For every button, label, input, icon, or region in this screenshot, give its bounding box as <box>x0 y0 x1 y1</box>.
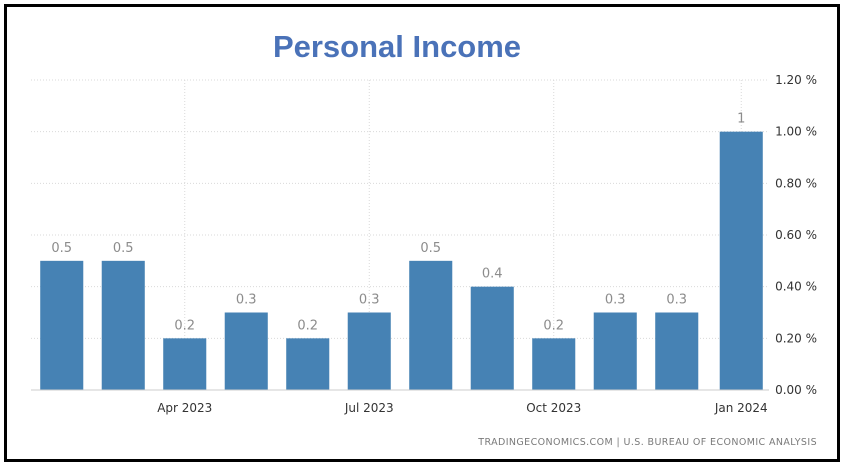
bar <box>593 312 637 390</box>
y-tick-label: 1.20 % <box>775 73 817 87</box>
bar-value-label: 0.5 <box>113 241 134 256</box>
bar-value-label: 0.3 <box>236 293 257 308</box>
x-tick-label: Apr 2023 <box>157 401 212 415</box>
bar <box>163 338 207 390</box>
bar-value-label: 0.5 <box>420 241 441 256</box>
source-credit: TRADINGECONOMICS.COM | U.S. BUREAU OF EC… <box>478 437 817 448</box>
x-tick-label: Oct 2023 <box>526 401 581 415</box>
y-tick-label: 0.40 % <box>775 280 817 294</box>
bar-value-label: 0.3 <box>605 293 626 308</box>
bar <box>719 131 763 390</box>
bar <box>532 338 576 390</box>
y-tick-label: 0.20 % <box>775 331 817 345</box>
bar-value-label: 1 <box>737 112 745 127</box>
bar <box>470 286 514 390</box>
y-tick-label: 0.60 % <box>775 228 817 242</box>
x-tick-label: Jul 2023 <box>344 401 394 415</box>
bar-chart: 0.00 % 0.20 % 0.40 % 0.60 % 0.80 % 1.00 % 1.20… <box>31 73 817 415</box>
bar <box>409 260 453 390</box>
y-tick-label: 1.00 % <box>775 125 817 139</box>
bar <box>101 260 145 390</box>
chart-title: Personal Income <box>272 29 522 64</box>
y-tick-label: 0.80 % <box>775 176 817 190</box>
y-tick-label: 0.00 % <box>775 383 817 397</box>
bar <box>286 338 330 390</box>
bar-value-label: 0.2 <box>543 318 564 333</box>
bar <box>224 312 268 390</box>
bar <box>347 312 391 390</box>
bar-value-label: 0.2 <box>174 318 195 333</box>
bar-value-label: 0.5 <box>51 241 72 256</box>
chart-frame: Personal Income 0.00 % 0.20 % 0.40 % 0.60 %… <box>4 4 840 462</box>
bar <box>40 260 84 390</box>
bar-value-label: 0.3 <box>666 293 687 308</box>
bar-value-label: 0.3 <box>359 293 380 308</box>
bar-value-label: 0.2 <box>297 318 318 333</box>
bar-value-label: 0.4 <box>482 267 503 282</box>
x-tick-label: Jan 2024 <box>714 401 768 415</box>
bar <box>655 312 699 390</box>
